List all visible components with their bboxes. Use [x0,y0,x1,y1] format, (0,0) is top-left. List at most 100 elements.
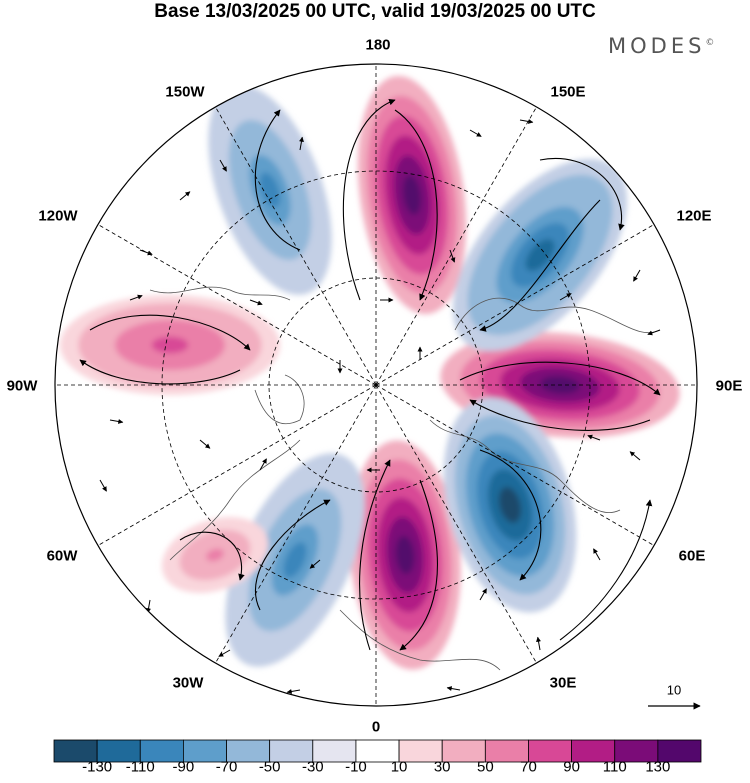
wind-arrow [559,293,572,301]
positive-anomaly-north-america [60,295,280,395]
colorbar-tick-label: 130 [645,758,671,776]
coastlines [149,286,661,671]
wind-arrow [259,458,267,471]
lon-label-90w: 90W [6,377,38,395]
streamline [539,158,625,231]
meridian-line [375,106,537,386]
colorbar-tick-label: -70 [215,758,238,776]
graticule [55,64,697,706]
colorbar-tick-label: 110 [602,758,627,776]
meridian-line [215,106,377,386]
streamline [359,459,391,651]
lon-label-90e: 90E [715,377,743,395]
colorbar-tick-label: -30 [301,758,324,776]
colorbar-tick-label: -50 [258,758,281,776]
brand-copyright-mark: © [705,38,715,48]
wind-arrow [179,191,191,201]
wind-arrow [129,294,143,301]
streamline [479,199,601,332]
wind-arrow [633,269,641,282]
colorbar-tick-label: -130 [82,758,113,776]
wind-arrow [286,689,301,694]
wind-arrow [309,559,321,569]
positive-anomaly-europe [349,440,461,670]
streamlines [79,98,661,694]
map-boundary [54,63,698,707]
brand-logo: MODES© [608,34,714,58]
colorbar-swatch [657,739,702,763]
streamline [479,449,542,581]
lon-label-180: 180 [365,36,391,54]
wind-arrow [469,129,482,137]
meridian-line [375,224,655,386]
positive-anomaly-north-pacific [357,75,467,315]
wind-arrow [446,686,461,691]
map-disk [55,64,697,706]
meridian-line [215,384,377,664]
brand-text: MODES [608,34,706,58]
lon-label-0: 0 [371,718,381,736]
colorbar-tick-label: 90 [563,758,580,776]
negative-anomaly-north-atlantic [225,453,365,667]
coastline-segment [339,609,501,671]
lon-label-30w: 30W [172,674,204,692]
coastline-segment [169,439,301,561]
anomaly-field [60,75,680,670]
colorbar-tick-label: -90 [172,758,195,776]
negative-anomaly-east-asia [452,158,628,352]
lon-label-60w: 60W [46,547,78,565]
positive-anomaly-atlantic [161,517,269,593]
wind-arrow [109,419,124,424]
wind-arrow [479,588,487,601]
coastline-segment [149,286,291,301]
streamline [559,499,653,641]
meridian-line [97,384,377,546]
colorbar-tick-label: -110 [125,758,155,776]
wind-arrow [629,451,641,461]
wind-arrow [647,329,661,336]
wind-arrow [218,649,231,657]
colorbar-tick-label: 50 [476,758,494,776]
colorbar-tick-label: -10 [345,758,367,776]
reference-vector-label: 10 [666,682,682,698]
lon-label-60e: 60E [678,547,706,565]
lon-label-150e: 150E [550,83,586,101]
lon-label-30e: 30E [549,674,577,692]
wind-arrow [219,159,227,172]
colorbar-tick-label: 70 [520,758,537,776]
streamline [399,479,438,651]
streamline [459,361,661,396]
wind-arrow [536,636,541,651]
streamline [89,314,251,351]
wind-arrow [299,136,304,151]
meridian-line [97,224,377,386]
wind-arrow [449,249,456,263]
coastline-segment [454,297,661,334]
lon-label-150w: 150W [165,83,205,101]
wind-arrow [139,249,153,256]
streamline [342,98,396,301]
lon-label-120w: 120W [38,207,78,225]
meridian-line [375,384,537,664]
wind-arrow [519,119,534,124]
wind-arrow [99,479,107,492]
streamline [394,109,438,301]
streamline [254,499,331,611]
meridian-line [375,384,655,546]
streamline [254,109,301,251]
negative-anomaly-ural [443,397,577,613]
streamline [469,399,651,431]
wind-arrow [199,439,211,449]
coastline-segment [429,419,621,513]
negative-anomaly-alaska [208,85,332,295]
wind-arrow [593,548,601,561]
colorbar-tick-label: 30 [433,758,451,776]
coastline-segment [254,374,305,425]
lon-label-120e: 120E [676,207,712,225]
colorbar-tick-label: 10 [390,758,408,776]
wind-arrow [587,434,601,441]
map-title: Base 13/03/2025 00 UTC, valid 19/03/2025… [154,1,596,22]
streamline [179,531,245,581]
